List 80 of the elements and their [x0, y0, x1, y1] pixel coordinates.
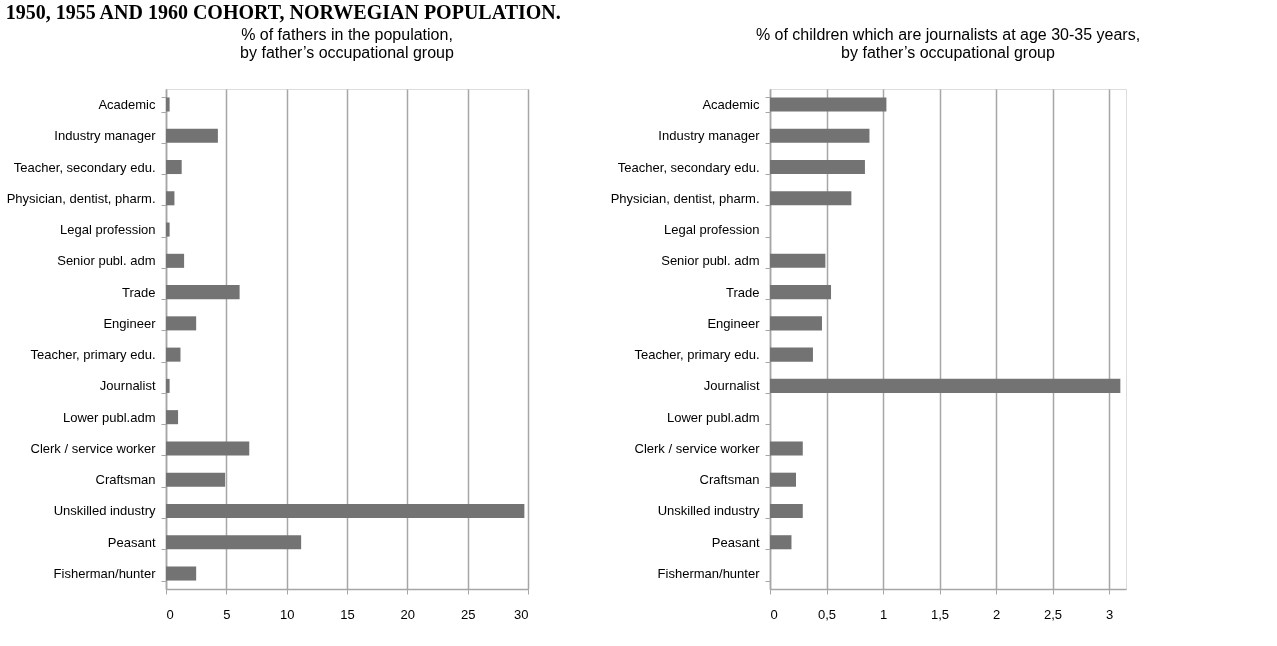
bar: [166, 128, 218, 143]
y-tick-label: Peasant: [107, 534, 156, 550]
x-tick-label: 10: [279, 606, 295, 622]
bar: [166, 347, 181, 362]
bar: [770, 191, 852, 206]
x-tick-label: 5: [223, 606, 231, 622]
text: 1950, 1955 AND 1960 COHORT, NORWEGIAN POPULATION.: [5, 0, 561, 23]
x-tick-label: 30: [514, 606, 529, 622]
text: % of fathers in the population,: [241, 26, 453, 43]
y-tick-label: Academic: [702, 96, 760, 112]
bar: [166, 441, 250, 456]
y-tick-label: Trade: [122, 284, 156, 300]
y-tick-label: Trade: [726, 284, 760, 300]
y-tick-label: Craftsman: [699, 472, 760, 488]
x-tick-label: 1: [879, 606, 888, 622]
bar: [770, 159, 865, 175]
y-tick-label: Fisherman/hunter: [657, 566, 761, 582]
bar: [770, 378, 1121, 393]
bar: [770, 347, 813, 362]
text: % of children which are journalists at age 30-35 years,: [755, 26, 1141, 43]
x-tick-label: 2: [992, 606, 1001, 622]
y-tick-label: Physician, dentist, pharm.: [6, 190, 156, 206]
bar: [166, 472, 226, 487]
y-tick-label: Legal profession: [664, 222, 760, 238]
y-tick-label: Teacher, primary edu.: [30, 347, 156, 363]
y-tick-label: Teacher, secondary edu.: [617, 159, 760, 175]
y-tick-label: Journalist: [703, 378, 760, 394]
x-tick-label: 0: [770, 606, 778, 622]
x-tick-label: 0: [166, 606, 174, 622]
y-tick-label: Unskilled industry: [53, 503, 156, 519]
y-tick-label: Unskilled industry: [657, 503, 760, 519]
x-tick-label: 15: [340, 606, 355, 622]
y-tick-label: Fisherman/hunter: [53, 566, 157, 582]
y-tick-label: Journalist: [99, 378, 156, 394]
y-tick-label: Teacher, secondary edu.: [13, 159, 156, 175]
bar: [770, 128, 870, 143]
y-tick-label: Peasant: [711, 534, 760, 550]
y-tick-label: Industry manager: [54, 128, 157, 144]
y-tick-label: Legal profession: [60, 222, 156, 238]
bar: [770, 472, 796, 487]
y-tick-label: Industry manager: [658, 128, 761, 144]
y-tick-label: Clerk / service worker: [30, 440, 157, 456]
x-tick-label: 1,5: [930, 606, 950, 622]
x-tick-label: 0,5: [817, 606, 837, 622]
x-tick-label: 20: [400, 606, 416, 622]
text: by father’s occupational group: [240, 44, 454, 61]
y-tick-label: Craftsman: [95, 472, 156, 488]
y-tick-label: Engineer: [707, 315, 761, 331]
x-tick-label: 2,5: [1044, 606, 1063, 622]
bar: [166, 97, 170, 112]
y-tick-label: Lower publ.adm: [667, 409, 760, 425]
bar: [166, 535, 302, 550]
x-tick-label: 3: [1105, 606, 1114, 622]
bar: [166, 191, 175, 206]
bar: [166, 410, 179, 425]
y-tick-label: Teacher, primary edu.: [634, 347, 760, 363]
bar: [166, 253, 185, 268]
y-tick-label: Senior publ. adm: [661, 253, 760, 269]
bar: [166, 378, 170, 393]
bar: [770, 97, 887, 112]
bar: [166, 285, 240, 300]
bar: [166, 316, 197, 331]
y-tick-label: Senior publ. adm: [57, 253, 156, 269]
bar: [770, 285, 832, 300]
x-tick-label: 25: [460, 606, 476, 622]
bar: [166, 222, 170, 237]
bar: [770, 535, 792, 550]
y-tick-label: Academic: [98, 96, 156, 112]
bar: [166, 566, 197, 581]
y-tick-label: Lower publ.adm: [63, 409, 156, 425]
y-tick-label: Engineer: [103, 315, 157, 331]
y-tick-label: Clerk / service worker: [634, 440, 761, 456]
text: by father’s occupational group: [841, 44, 1055, 61]
bar: [770, 503, 803, 519]
bar: [770, 253, 826, 268]
bar: [166, 503, 525, 519]
bar: [770, 316, 822, 331]
y-tick-label: Physician, dentist, pharm.: [610, 190, 760, 206]
bar: [770, 441, 803, 456]
bar: [166, 159, 182, 175]
